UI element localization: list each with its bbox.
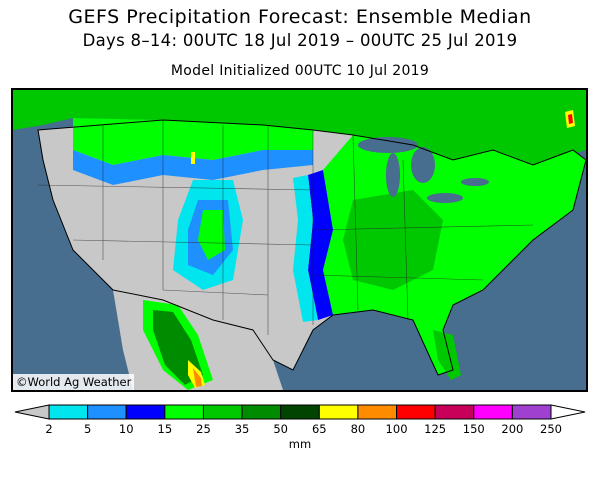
- map-title: GEFS Precipitation Forecast: Ensemble Me…: [68, 6, 532, 28]
- legend-swatch: [202, 404, 243, 420]
- us-outline: [37, 119, 586, 376]
- legend-tick-label: 2: [45, 422, 53, 436]
- north-green-band: [73, 118, 313, 165]
- legend-swatch: [357, 404, 398, 420]
- legend-tick-label: 15: [157, 422, 173, 436]
- east-darkgreen-core: [343, 190, 443, 290]
- legend-swatch: [473, 404, 513, 420]
- legend-tick-label: 250: [540, 422, 562, 436]
- rockies-yellow: [191, 152, 195, 164]
- legend-swatch: [318, 404, 359, 420]
- legend-swatch: [280, 404, 320, 420]
- lake-huron: [411, 147, 435, 183]
- legend-tick-label: 125: [424, 422, 447, 436]
- model-init-time: Model Initialized 00UTC 10 Jul 2019: [170, 63, 430, 79]
- legend-low-arrow: [14, 404, 50, 420]
- east-blue-band: [308, 170, 333, 320]
- legend-unit: mm: [288, 437, 312, 451]
- forecast-period: Days 8–14: 00UTC 18 Jul 2019 – 00UTC 25 …: [82, 31, 518, 50]
- legend-swatch: [511, 404, 552, 420]
- copyright-credit: ©World Ag Weather: [13, 374, 135, 390]
- legend-tick-label: 5: [83, 422, 92, 436]
- canada-region: [13, 90, 586, 165]
- legend-tick-label: 200: [501, 422, 524, 436]
- legend-swatch: [87, 404, 127, 420]
- legend-tick-label: 150: [462, 422, 485, 436]
- legend-tick-label: 100: [385, 422, 408, 436]
- legend-swatch: [434, 404, 475, 420]
- legend-swatch: [396, 404, 436, 420]
- rockies-green: [198, 210, 225, 260]
- mexico-orange: [193, 368, 202, 387]
- legend-tick-label: 10: [118, 422, 134, 436]
- legend-swatch: [241, 404, 282, 420]
- legend-tick-label: 65: [311, 422, 327, 436]
- north-blue-band: [73, 150, 313, 185]
- map-canvas: [13, 90, 586, 390]
- lake-michigan: [386, 153, 400, 197]
- legend-tick-label: 35: [234, 422, 250, 436]
- legend-tick-label: 50: [273, 422, 289, 436]
- legend-swatch: [125, 404, 166, 420]
- legend-tick-label: 25: [196, 422, 211, 436]
- florida-green: [433, 330, 461, 380]
- legend-high-arrow: [550, 404, 586, 420]
- precipitation-legend: [14, 404, 586, 420]
- lake-erie: [427, 193, 463, 203]
- precipitation-map: [11, 88, 588, 392]
- lake-ontario: [461, 178, 489, 186]
- east-cyan-band: [293, 175, 318, 322]
- legend-swatch: [48, 404, 89, 420]
- northeast-red: [568, 114, 573, 124]
- legend-swatch: [164, 404, 204, 420]
- state-boundaries: [37, 120, 534, 335]
- legend-tick-label: 80: [350, 422, 366, 436]
- lake-superior: [358, 137, 418, 153]
